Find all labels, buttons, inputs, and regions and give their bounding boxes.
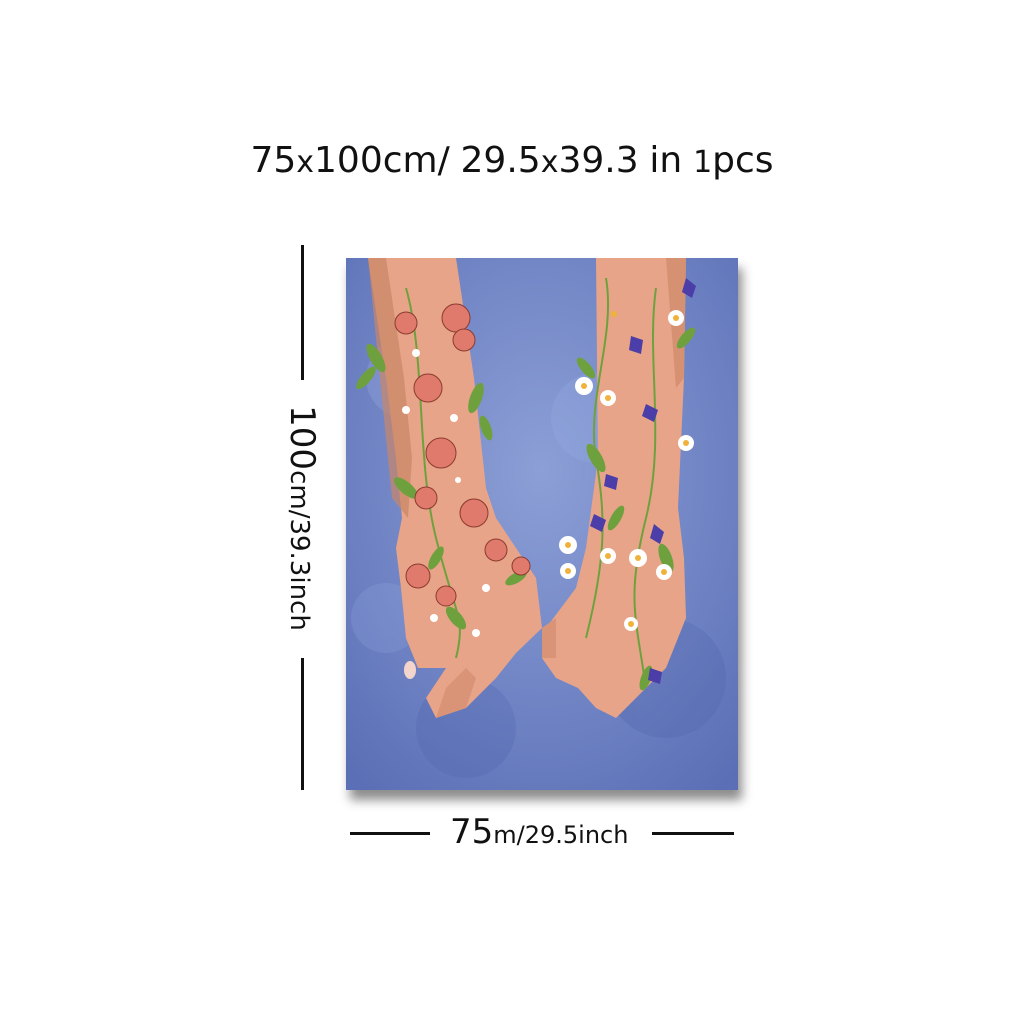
height-unit-text: cm/39.3inch [284, 470, 314, 631]
height-dimension-line-bottom [301, 658, 304, 790]
title-height-cm: 100cm/ [314, 140, 450, 181]
width-dimension-line-left [350, 832, 430, 835]
canvas-painting [346, 258, 738, 790]
width-number: 75 [450, 812, 493, 852]
title-width-number: 75 [250, 140, 296, 181]
title-count-number: 1 [693, 145, 712, 180]
title-count-unit: pcs [712, 140, 773, 181]
height-dimension-label: 100cm/39.3inch [282, 405, 322, 631]
title-x-2: x [541, 145, 559, 180]
title-inch-height: 39.3 [558, 140, 638, 181]
title-inch-width: 29.5 [461, 140, 541, 181]
painting-artwork [346, 258, 738, 790]
width-dimension-line-right [652, 832, 734, 835]
title-unit: in [649, 140, 682, 181]
title-x-1: x [296, 145, 314, 180]
height-dimension-line-top [301, 245, 304, 380]
size-title: 75x100cm/ 29.5x39.3 in 1pcs [0, 140, 1024, 181]
width-dimension-label: 75m/29.5inch [450, 812, 628, 852]
height-number: 100 [282, 405, 322, 470]
width-unit-text: m/29.5inch [493, 821, 628, 849]
